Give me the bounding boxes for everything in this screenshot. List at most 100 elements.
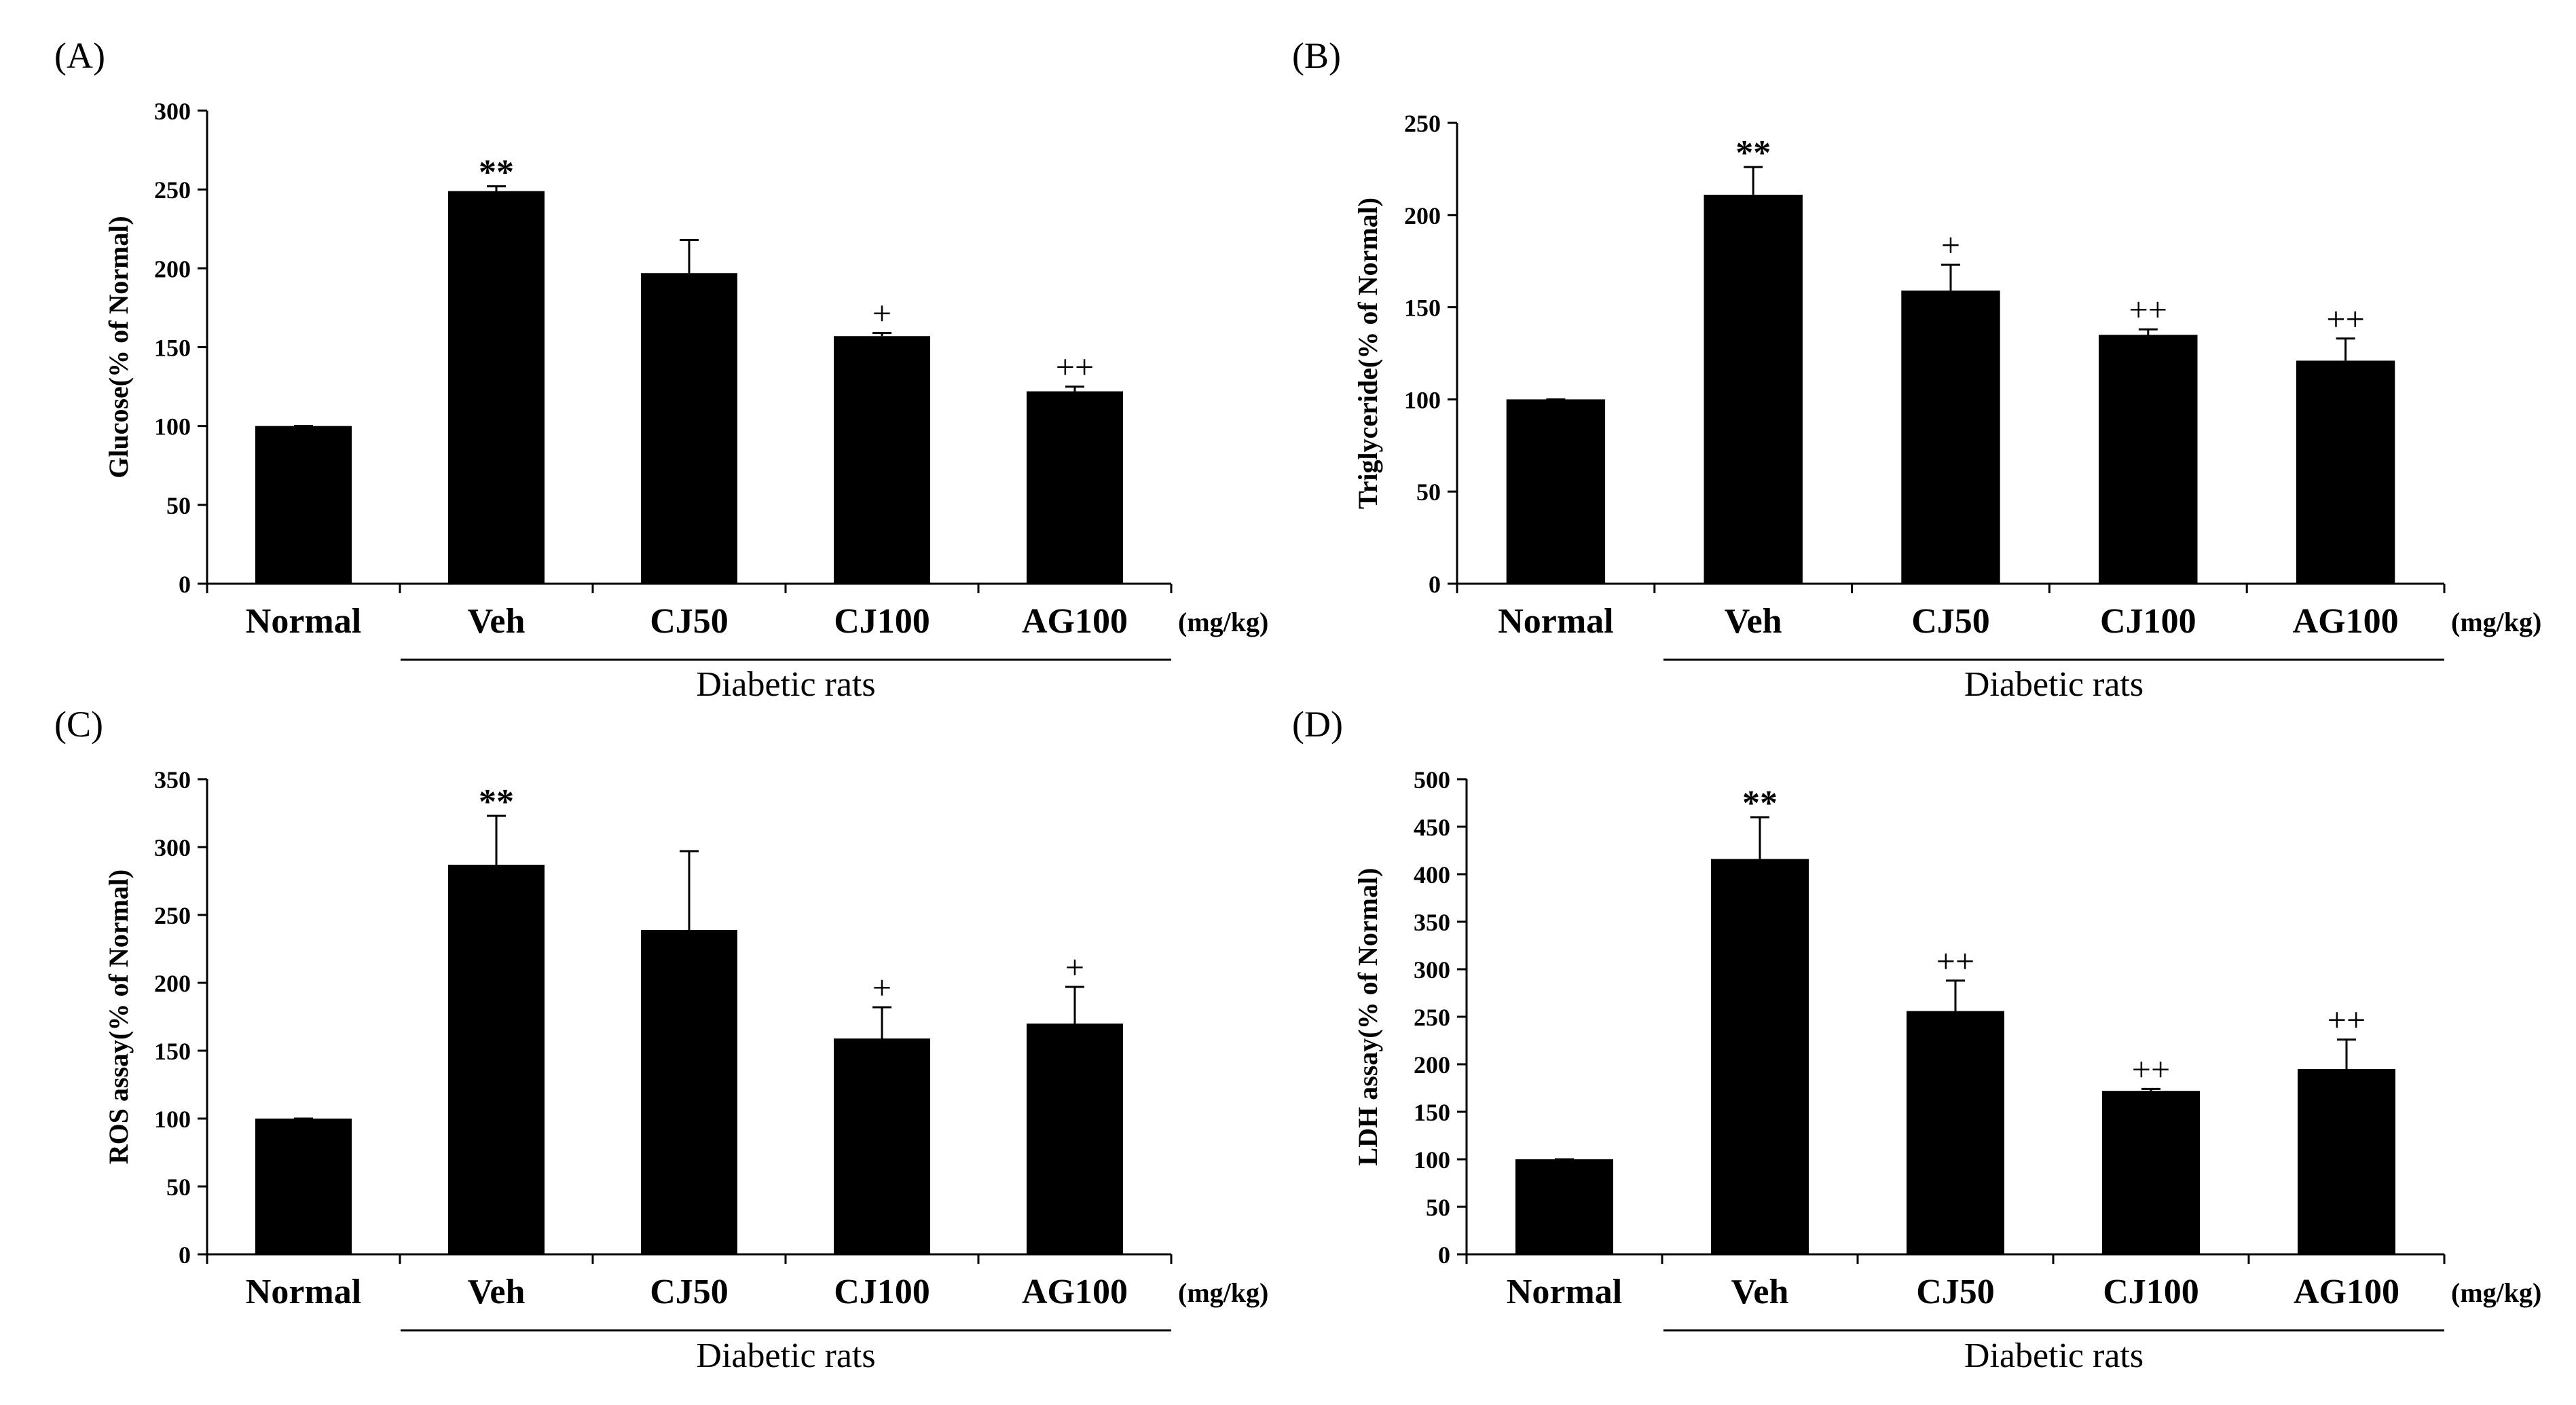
bar-cj100 bbox=[834, 1038, 930, 1254]
y-tick-label: 200 bbox=[154, 970, 191, 997]
significance-mark: + bbox=[872, 295, 891, 333]
bar-cj50 bbox=[641, 273, 737, 584]
category-label: CJ100 bbox=[2100, 602, 2196, 641]
bar-normal bbox=[255, 426, 352, 584]
y-tick-label: 500 bbox=[1414, 766, 1450, 793]
y-tick-label: 50 bbox=[1416, 479, 1441, 506]
group-label: Diabetic rats bbox=[1964, 1336, 2143, 1375]
y-axis-label: ROS assay(% of Normal) bbox=[103, 869, 134, 1164]
significance-mark: + bbox=[872, 969, 891, 1007]
significance-mark: ** bbox=[479, 783, 514, 821]
panels: (A) 0 50 100 150 200 250 300 Glucose(% of Normal… bbox=[54, 35, 2541, 1375]
y-tick-label: 100 bbox=[154, 413, 191, 441]
category-label: CJ100 bbox=[834, 1273, 930, 1311]
panel-label: (C) bbox=[54, 704, 103, 745]
y-tick-label: 50 bbox=[1426, 1194, 1450, 1221]
category-label: Normal bbox=[1498, 602, 1613, 641]
bar-veh bbox=[448, 865, 545, 1254]
significance-mark: + bbox=[1065, 948, 1084, 986]
y-tick-label: 150 bbox=[1404, 295, 1441, 322]
y-tick-label: 200 bbox=[1414, 1051, 1450, 1079]
bar-ag100 bbox=[1027, 1024, 1123, 1254]
panel-D: (D) 0 50 100 150 200 250 300 350 400 450 500 LDH ass… bbox=[1292, 704, 2541, 1375]
category-label: Veh bbox=[1725, 602, 1782, 641]
significance-mark: ++ bbox=[2132, 1050, 2170, 1088]
y-tick-label: 150 bbox=[154, 335, 191, 362]
y-tick-label: 100 bbox=[1404, 386, 1441, 413]
bar-cj50 bbox=[641, 930, 737, 1254]
category-label: CJ100 bbox=[2103, 1273, 2199, 1311]
y-tick-label: 400 bbox=[1414, 861, 1450, 888]
y-tick-label: 450 bbox=[1414, 814, 1450, 841]
bar-ag100 bbox=[1027, 391, 1123, 584]
category-label: Normal bbox=[1507, 1273, 1622, 1311]
y-tick-label: 250 bbox=[1404, 110, 1441, 137]
bar-cj50 bbox=[1907, 1011, 2004, 1254]
group-label: Diabetic rats bbox=[696, 665, 875, 704]
bar-cj50 bbox=[1901, 291, 2000, 584]
category-label: CJ100 bbox=[834, 602, 930, 641]
y-tick-label: 300 bbox=[154, 834, 191, 861]
category-label: CJ50 bbox=[650, 602, 729, 641]
significance-mark: ++ bbox=[2327, 1001, 2366, 1039]
panel-A: (A) 0 50 100 150 200 250 300 Glucose(% of Normal… bbox=[54, 35, 1268, 704]
y-tick-label: 300 bbox=[154, 98, 191, 125]
significance-mark: ** bbox=[1742, 784, 1778, 823]
bar-ag100 bbox=[2298, 1069, 2395, 1254]
significance-mark: + bbox=[1941, 226, 1960, 264]
unit-label: (mg/kg) bbox=[1178, 607, 1268, 637]
category-label: CJ50 bbox=[1911, 602, 1990, 641]
bar-veh bbox=[448, 191, 545, 584]
bar-normal bbox=[1506, 399, 1606, 584]
bar-cj100 bbox=[2102, 1091, 2200, 1254]
bar-cj100 bbox=[2099, 335, 2198, 584]
significance-mark: ++ bbox=[2326, 300, 2364, 338]
group-label: Diabetic rats bbox=[696, 1336, 875, 1375]
significance-mark: ++ bbox=[2129, 291, 2167, 329]
unit-label: (mg/kg) bbox=[2451, 1277, 2541, 1308]
y-axis-label: LDH assay(% of Normal) bbox=[1353, 868, 1383, 1166]
category-label: Normal bbox=[246, 602, 361, 641]
panel-label: (B) bbox=[1292, 35, 1341, 76]
category-label: Veh bbox=[1731, 1273, 1789, 1311]
group-label: Diabetic rats bbox=[1964, 665, 2143, 704]
bar-cj100 bbox=[834, 336, 930, 584]
category-label: AG100 bbox=[2294, 1273, 2399, 1311]
significance-mark: ** bbox=[479, 153, 514, 192]
y-tick-label: 250 bbox=[154, 902, 191, 929]
y-tick-label: 250 bbox=[154, 176, 191, 204]
category-label: CJ50 bbox=[650, 1273, 729, 1311]
bar-veh bbox=[1704, 194, 1803, 584]
category-label: AG100 bbox=[1022, 1273, 1128, 1311]
bar-veh bbox=[1711, 859, 1809, 1254]
y-tick-label: 150 bbox=[154, 1038, 191, 1065]
y-tick-label: 100 bbox=[1414, 1146, 1450, 1174]
y-tick-label: 350 bbox=[154, 766, 191, 793]
significance-mark: ++ bbox=[1936, 942, 1974, 980]
y-tick-label: 0 bbox=[1438, 1241, 1450, 1269]
y-tick-label: 50 bbox=[166, 1174, 191, 1201]
significance-mark: ** bbox=[1735, 134, 1771, 172]
category-label: CJ50 bbox=[1916, 1273, 1995, 1311]
bar-ag100 bbox=[2296, 360, 2395, 584]
y-tick-label: 150 bbox=[1414, 1099, 1450, 1126]
panel-B: (B) 0 50 100 150 200 250 Triglyceride(% of Norm… bbox=[1292, 35, 2541, 704]
category-label: Veh bbox=[468, 1273, 526, 1311]
y-tick-label: 200 bbox=[1404, 202, 1441, 229]
unit-label: (mg/kg) bbox=[1178, 1277, 1268, 1308]
y-tick-label: 0 bbox=[179, 1241, 191, 1269]
y-tick-label: 200 bbox=[154, 255, 191, 282]
bar-normal bbox=[255, 1119, 352, 1254]
y-tick-label: 300 bbox=[1414, 956, 1450, 984]
category-label: AG100 bbox=[1022, 602, 1128, 641]
y-axis-label: Glucose(% of Normal) bbox=[103, 216, 134, 479]
y-tick-label: 350 bbox=[1414, 909, 1450, 936]
category-label: Normal bbox=[246, 1273, 361, 1311]
category-label: AG100 bbox=[2293, 602, 2399, 641]
panel-label: (D) bbox=[1292, 704, 1343, 745]
bar-normal bbox=[1515, 1159, 1613, 1254]
panel-label: (A) bbox=[54, 35, 105, 76]
category-label: Veh bbox=[468, 602, 526, 641]
y-tick-label: 50 bbox=[166, 492, 191, 519]
